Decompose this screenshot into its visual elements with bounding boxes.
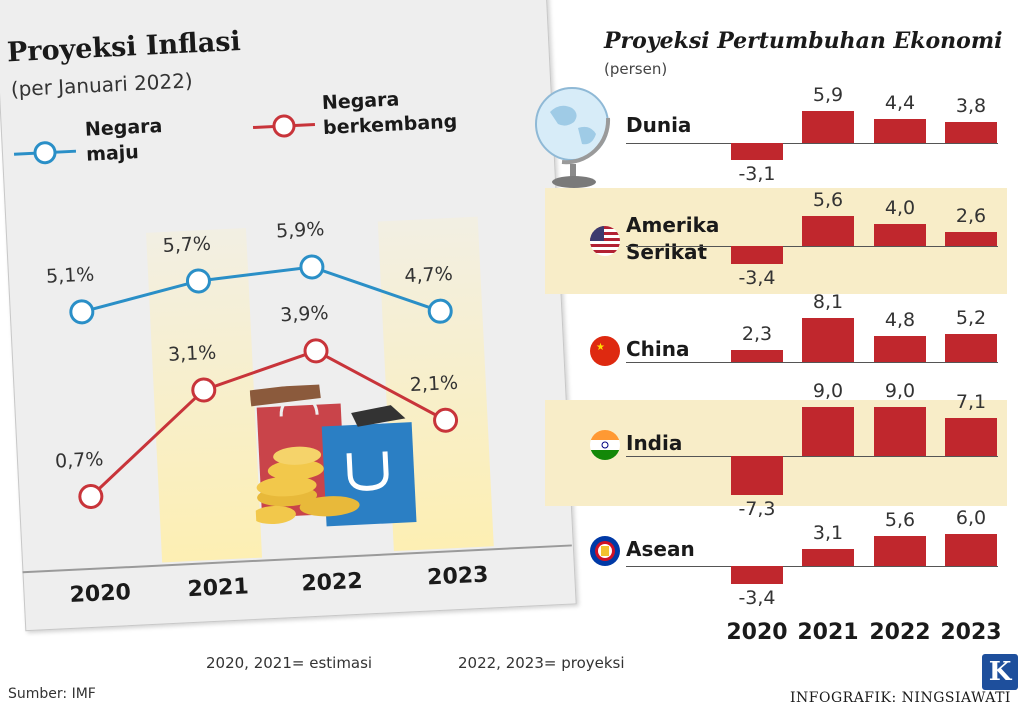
growth-bar-label-2-2021: 8,1 — [812, 291, 844, 314]
inflation-point-0-2023 — [427, 298, 453, 324]
growth-unit: (persen) — [604, 60, 668, 78]
growth-bar-label-0-2023: 3,8 — [955, 95, 987, 118]
growth-baseline-4 — [626, 566, 998, 567]
growth-bar-0-2021 — [802, 111, 854, 143]
growth-bar-4-2020 — [731, 566, 783, 585]
inflation-card: Proyeksi Inflasi (per Januari 2022) Nega… — [0, 0, 577, 632]
inflation-point-1-2022 — [303, 338, 329, 364]
growth-bar-0-2020 — [731, 143, 783, 160]
growth-bar-label-0-2020: -3,1 — [738, 162, 776, 185]
inflation-year-label-2022: 2022 — [300, 568, 364, 597]
growth-year-label-2020: 2020 — [726, 620, 788, 645]
growth-bar-label-3-2021: 9,0 — [812, 380, 844, 403]
note-estimation: 2020, 2021= estimasi — [206, 654, 373, 672]
inflation-series-line-1 — [89, 349, 447, 498]
india-flag-icon — [590, 430, 620, 460]
growth-baseline-2 — [626, 362, 998, 363]
growth-baseline-1 — [626, 246, 998, 247]
growth-bar-0-2022 — [874, 119, 926, 143]
inflation-point-label-0-2021: 5,7% — [162, 232, 212, 257]
growth-bar-label-3-2023: 7,1 — [955, 390, 987, 413]
growth-bar-3-2023 — [945, 417, 997, 456]
inflation-point-label-0-2020: 5,1% — [45, 263, 95, 288]
growth-year-label-2022: 2022 — [869, 620, 931, 645]
growth-bar-4-2021 — [802, 549, 854, 566]
growth-bar-label-4-2022: 5,6 — [884, 508, 916, 531]
legend-developed-swatch — [13, 141, 77, 165]
growth-bar-label-1-2020: -3,4 — [738, 267, 776, 290]
credit-text: INFOGRAFIK: NINGSIAWATI — [790, 690, 1011, 706]
growth-baseline-3 — [626, 456, 998, 457]
growth-bar-0-2023 — [945, 122, 997, 143]
inflation-point-label-1-2022: 3,9% — [279, 302, 330, 327]
globe-icon — [535, 87, 611, 188]
note-projection: 2022, 2023= proyeksi — [458, 654, 625, 672]
growth-bar-2-2023 — [945, 333, 997, 362]
country-label-1: Amerika Serikat — [626, 213, 720, 264]
growth-bar-3-2022 — [874, 407, 926, 456]
inflation-point-0-2020 — [69, 299, 95, 325]
growth-bar-label-3-2020: -7,3 — [738, 498, 776, 521]
inflation-point-label-0-2023: 4,7% — [403, 262, 454, 287]
china-flag-icon: ★ — [590, 336, 620, 366]
country-label-0: Dunia — [626, 113, 692, 137]
inflation-point-1-2021 — [191, 377, 217, 403]
inflation-point-label-0-2022: 5,9% — [275, 218, 325, 243]
growth-bar-label-1-2021: 5,6 — [812, 188, 844, 211]
growth-bar-2-2021 — [802, 318, 854, 362]
growth-title: Proyeksi Pertumbuhan Ekonomi — [604, 28, 1003, 54]
shopping-bags-illustration — [249, 382, 417, 527]
inflation-point-0-2022 — [299, 254, 325, 280]
inflation-point-1-2020 — [78, 483, 104, 509]
inflation-point-1-2023 — [433, 407, 459, 433]
growth-bar-label-0-2021: 5,9 — [812, 84, 844, 107]
inflation-point-label-1-2021: 3,1% — [167, 341, 217, 366]
asean-flag-icon — [590, 536, 620, 566]
growth-bar-1-2021 — [802, 215, 854, 246]
growth-bar-1-2022 — [874, 224, 926, 246]
growth-bar-label-2-2020: 2,3 — [741, 322, 773, 345]
inflation-year-label-2020: 2020 — [69, 580, 132, 609]
country-label-3: India — [626, 431, 683, 455]
growth-bar-label-2-2023: 5,2 — [955, 306, 987, 329]
growth-bar-3-2021 — [802, 407, 854, 456]
growth-bar-label-4-2023: 6,0 — [955, 506, 987, 529]
growth-bar-4-2023 — [945, 533, 997, 566]
growth-bar-label-1-2023: 2,6 — [955, 204, 987, 227]
growth-bar-3-2020 — [731, 456, 783, 496]
inflation-line-chart — [69, 254, 459, 509]
growth-bar-label-0-2022: 4,4 — [884, 92, 916, 115]
growth-bar-label-4-2021: 3,1 — [812, 522, 844, 545]
inflation-year-label-2021: 2021 — [186, 574, 250, 603]
inflation-point-label-1-2023: 2,1% — [409, 371, 459, 396]
svg-text:★: ★ — [596, 342, 605, 353]
country-label-2: China — [626, 337, 690, 361]
growth-bar-label-1-2022: 4,0 — [884, 197, 916, 220]
growth-bar-4-2022 — [874, 535, 926, 566]
inflation-point-label-1-2020: 0,7% — [54, 447, 104, 473]
row-band-amerika-serikat — [545, 188, 1007, 294]
growth-baseline-0 — [626, 143, 998, 144]
kompas-logo: K — [982, 654, 1018, 690]
growth-bar-label-3-2022: 9,0 — [884, 380, 916, 403]
us-flag-icon — [590, 226, 620, 256]
growth-bar-1-2023 — [945, 231, 997, 246]
growth-bar-2-2020 — [731, 349, 783, 362]
growth-year-label-2023: 2023 — [940, 620, 1002, 645]
growth-bar-1-2020 — [731, 246, 783, 265]
growth-bar-label-2-2022: 4,8 — [884, 309, 916, 332]
growth-bar-2-2022 — [874, 336, 926, 362]
legend-developing-swatch — [252, 114, 316, 138]
source-text: Sumber: IMF — [8, 686, 96, 702]
country-label-4: Asean — [626, 537, 695, 561]
inflation-series-line-0 — [81, 265, 441, 314]
growth-year-label-2021: 2021 — [797, 620, 859, 645]
inflation-point-0-2021 — [185, 268, 211, 294]
inflation-year-label-2023: 2023 — [426, 562, 490, 591]
growth-bar-label-4-2020: -3,4 — [738, 587, 776, 610]
